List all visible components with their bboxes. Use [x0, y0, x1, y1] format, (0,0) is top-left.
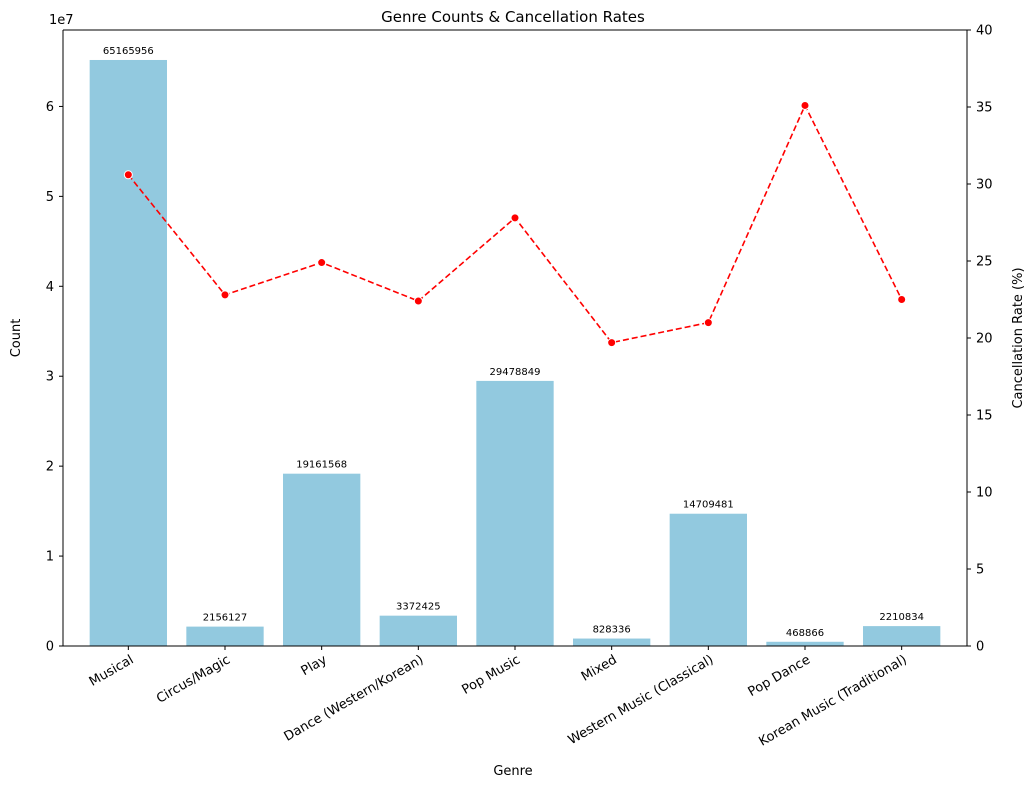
cancellation-rate-point [607, 338, 617, 348]
bar-data-label: 3372425 [396, 602, 441, 613]
bar [379, 615, 457, 646]
y2-tick-label: 0 [976, 640, 984, 655]
y-tick-label: 2 [46, 460, 54, 475]
y-tick-label: 0 [46, 640, 54, 655]
bar [186, 626, 264, 646]
cancellation-rate-point [703, 318, 713, 328]
bar [476, 380, 554, 646]
bar-data-label: 828336 [593, 625, 631, 636]
y-tick-label: 4 [46, 280, 54, 295]
chart-title: Genre Counts & Cancellation Rates [381, 8, 645, 26]
y-axis-title: Count [9, 319, 24, 358]
cancellation-rate-point [897, 295, 907, 304]
cancellation-rate-point [317, 258, 327, 268]
bar-data-label: 19161568 [296, 460, 347, 471]
y-tick-label: 5 [46, 190, 54, 205]
x-tick-label: Mixed [579, 652, 620, 684]
bar-data-label: 14709481 [683, 500, 734, 511]
y-tick-label: 3 [46, 370, 54, 385]
bar [766, 641, 844, 646]
cancellation-rate-point [123, 170, 133, 180]
x-tick-label: Circus/Magic [154, 652, 233, 706]
bar [669, 513, 747, 646]
y-tick-label: 1 [46, 550, 54, 565]
bar-data-label: 65165956 [103, 46, 154, 57]
bar-data-label: 2156127 [203, 613, 248, 624]
bar-data-label: 2210834 [879, 612, 924, 623]
y2-tick-label: 30 [976, 178, 993, 193]
cancellation-rate-point [220, 290, 230, 300]
bar [89, 59, 167, 647]
cancellation-rate-point [413, 296, 423, 306]
y2-tick-label: 10 [976, 486, 993, 501]
y2-tick-label: 25 [976, 255, 993, 270]
y2-tick-label: 5 [976, 563, 984, 578]
x-tick-label: Pop Dance [746, 652, 813, 700]
cancellation-rate-line [127, 103, 903, 344]
x-tick-label: Play [299, 652, 330, 679]
y2-axis-title: Cancellation Rate (%) [1011, 267, 1026, 408]
bar-data-label: 29478849 [490, 367, 541, 378]
y2-tick-label: 40 [976, 24, 993, 39]
y2-tick-label: 15 [976, 409, 993, 424]
x-axis-title: Genre [493, 764, 532, 779]
bar [283, 473, 361, 646]
bar [863, 626, 941, 646]
y-tick-label: 6 [46, 100, 54, 115]
bar [573, 638, 651, 646]
x-tick-label: Pop Music [459, 652, 523, 697]
y2-tick-label: 35 [976, 101, 993, 116]
cancellation-rate-point [800, 100, 810, 110]
y-scale-multiplier: 1e7 [49, 13, 74, 28]
x-tick-label: Musical [87, 652, 137, 689]
cancellation-rate-point [510, 213, 520, 223]
bar-data-label: 468866 [786, 628, 824, 639]
y2-tick-label: 20 [976, 332, 993, 347]
